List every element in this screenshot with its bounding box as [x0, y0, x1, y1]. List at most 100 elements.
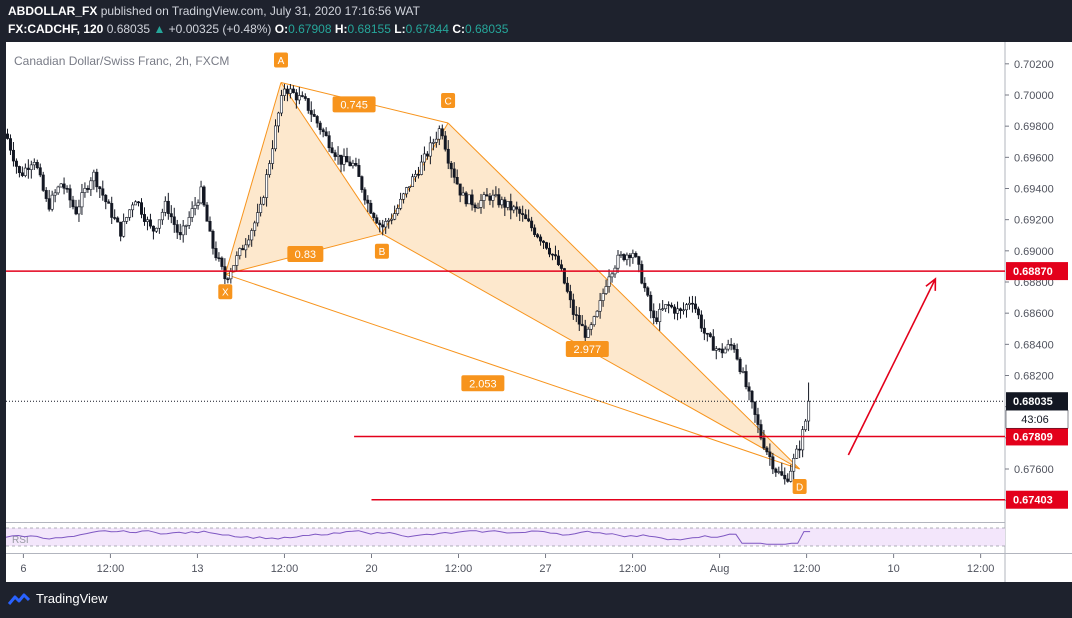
pattern-point-b: B — [374, 243, 389, 259]
pattern-ratio-label: 0.745 — [340, 99, 368, 111]
candle-body — [226, 278, 230, 281]
last-price-label[interactable]: 0.68035 — [1006, 392, 1068, 411]
candle-body — [306, 98, 310, 111]
pattern-leg-xa[interactable] — [224, 82, 282, 275]
projection-arrow[interactable] — [847, 277, 937, 456]
candle-body — [17, 166, 21, 174]
candle-body — [268, 163, 272, 175]
candle-body — [357, 165, 361, 177]
candle-body — [285, 88, 289, 94]
candle-body — [393, 213, 397, 220]
level-price-label-text: 0.67403 — [1013, 495, 1053, 507]
candle-body — [455, 177, 459, 185]
pattern-point-x: X — [218, 284, 233, 300]
candle-body — [86, 188, 90, 190]
pattern-leg-cd[interactable] — [447, 122, 800, 470]
pattern-point-label: A — [278, 56, 285, 67]
candle-body — [652, 310, 656, 319]
candle-body — [720, 348, 724, 354]
candle-body — [643, 282, 647, 289]
candle-body — [711, 336, 715, 351]
candle-body — [402, 193, 406, 200]
tradingview-logo[interactable]: TradingView — [8, 591, 108, 606]
candle-body — [35, 162, 39, 169]
brand-name: TradingView — [36, 591, 108, 606]
arrow-shaft[interactable] — [847, 278, 937, 456]
candle-body — [137, 201, 141, 204]
level-price-label[interactable]: 0.68870 — [1006, 262, 1068, 281]
candle-body — [726, 344, 730, 350]
pattern-ratio-badge — [332, 96, 376, 113]
candle-body — [217, 257, 221, 260]
time-tick-label: 10 — [887, 563, 899, 575]
horizontal-levels[interactable] — [6, 270, 1005, 501]
symbol-legend: FX:CADCHF, 120 0.68035 ▲ +0.00325 (+0.48… — [8, 22, 508, 36]
candle-body — [503, 199, 507, 208]
candle-body — [780, 471, 784, 476]
time-tick-label: 20 — [365, 563, 377, 575]
candle-body — [667, 304, 671, 306]
price-tick-label: 0.69800 — [1014, 121, 1054, 133]
publisher-name[interactable]: ABDOLLAR_FX — [8, 4, 98, 18]
candle-body — [107, 201, 111, 204]
candle-body — [330, 147, 334, 153]
pattern-point-d: D — [792, 479, 807, 495]
candle-body — [687, 302, 691, 305]
candle-body — [140, 202, 144, 215]
candle-body — [625, 254, 629, 261]
candle-body — [74, 206, 78, 215]
footer: TradingView — [0, 582, 1072, 618]
candle-body — [154, 227, 158, 232]
pattern-ratio-label: 2.977 — [574, 344, 602, 356]
time-tick-label: 12:00 — [793, 563, 821, 575]
candle-body — [47, 198, 51, 210]
candle-body — [14, 160, 18, 167]
candle-body — [384, 221, 388, 228]
candle-body — [259, 203, 263, 213]
candle-body — [592, 316, 596, 326]
candle-body — [494, 194, 498, 196]
pattern-triangle-xab — [225, 82, 382, 275]
low-value: 0.67844 — [405, 22, 449, 36]
candle-body — [26, 167, 30, 170]
candle-body — [631, 253, 635, 259]
candle-body — [214, 248, 218, 259]
candle-body — [664, 304, 668, 310]
time-tick-label: 12:00 — [445, 563, 473, 575]
time-axis[interactable]: 6 12:00 13 12:00 20 12:00 27 12:00 Aug 12:00 10 12:… — [20, 554, 994, 575]
rsi-band — [6, 528, 1005, 546]
candle-body — [32, 162, 36, 166]
pattern-ratio-badge — [565, 341, 609, 358]
candle-body — [547, 247, 551, 255]
candle-body — [550, 253, 554, 256]
chart-area[interactable]: Canadian Dollar/Swiss Franc, 2h, FXCM RS… — [0, 42, 1072, 582]
candle-body — [190, 208, 194, 218]
candle-body — [363, 189, 367, 201]
candle-body — [521, 213, 525, 216]
candle-body — [160, 212, 164, 221]
candle-body — [187, 217, 191, 226]
candle-body — [756, 414, 760, 425]
candle-body — [315, 116, 319, 124]
pattern-point-badge — [374, 243, 389, 259]
candle-body — [208, 221, 212, 232]
level-price-label[interactable]: 0.67403 — [1006, 490, 1068, 509]
candle-body — [518, 208, 522, 214]
level-price-label-text: 0.68870 — [1013, 266, 1053, 278]
symbol-name[interactable]: FX:CADCHF, 120 — [8, 22, 104, 36]
pattern-leg-ab[interactable] — [280, 82, 383, 234]
low-label: L: — [394, 22, 406, 36]
time-tick-label: Aug — [710, 563, 730, 575]
candle-body — [366, 199, 370, 204]
candle-body — [199, 186, 203, 204]
candle-body — [568, 291, 572, 301]
rsi-pane: RSI — [5, 527, 1005, 547]
candle-body — [348, 161, 352, 167]
price-chart[interactable]: Canadian Dollar/Swiss Franc, 2h, FXCM RS… — [0, 42, 1072, 582]
rsi-label: RSI — [12, 535, 29, 546]
candle-body — [753, 401, 757, 415]
candle-body — [89, 180, 93, 190]
level-price-label[interactable]: 0.67809 — [1006, 427, 1068, 446]
candle-body — [80, 192, 84, 208]
candle-body — [309, 110, 313, 115]
